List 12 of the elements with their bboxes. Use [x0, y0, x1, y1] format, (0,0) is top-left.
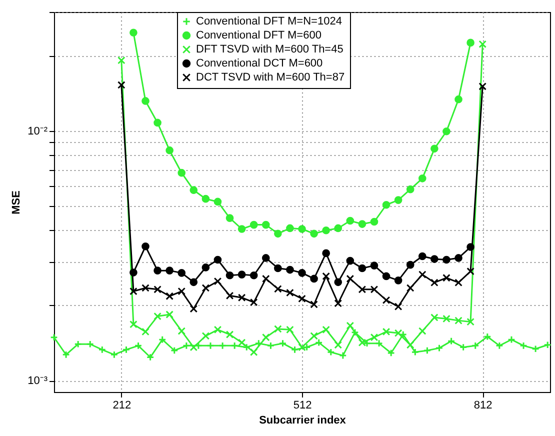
x-tick-label: 812: [474, 400, 492, 412]
x-tick-label: 212: [112, 400, 132, 412]
legend-label: DFT TSVD with M=600 Th=45: [196, 44, 344, 56]
y-axis-title: MSE: [10, 190, 23, 214]
x-axis-title: Subcarrier index: [259, 414, 347, 426]
x-tick-label: 512: [293, 400, 312, 412]
legend-label: Conventional DFT M=N=1024: [196, 16, 342, 28]
y-tick-label: 10⁻²: [28, 126, 48, 138]
legend-label: DCT TSVD with M=600 Th=87: [196, 72, 345, 84]
y-tick-label: 10⁻³: [28, 375, 48, 388]
legend-label: Conventional DCT M=600: [196, 58, 323, 70]
legend-label: Conventional DFT M=600: [196, 30, 322, 42]
